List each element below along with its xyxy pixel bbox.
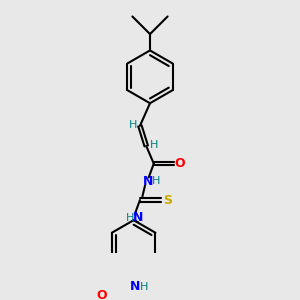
- Text: S: S: [163, 194, 172, 206]
- Text: N: N: [130, 280, 141, 293]
- Text: N: N: [143, 175, 153, 188]
- Text: N: N: [133, 211, 143, 224]
- Text: O: O: [174, 157, 185, 170]
- Text: H: H: [150, 140, 158, 150]
- Text: O: O: [96, 289, 107, 300]
- Text: H: H: [129, 120, 137, 130]
- Text: H: H: [126, 213, 134, 223]
- Text: H: H: [152, 176, 160, 186]
- Text: H: H: [140, 282, 148, 292]
